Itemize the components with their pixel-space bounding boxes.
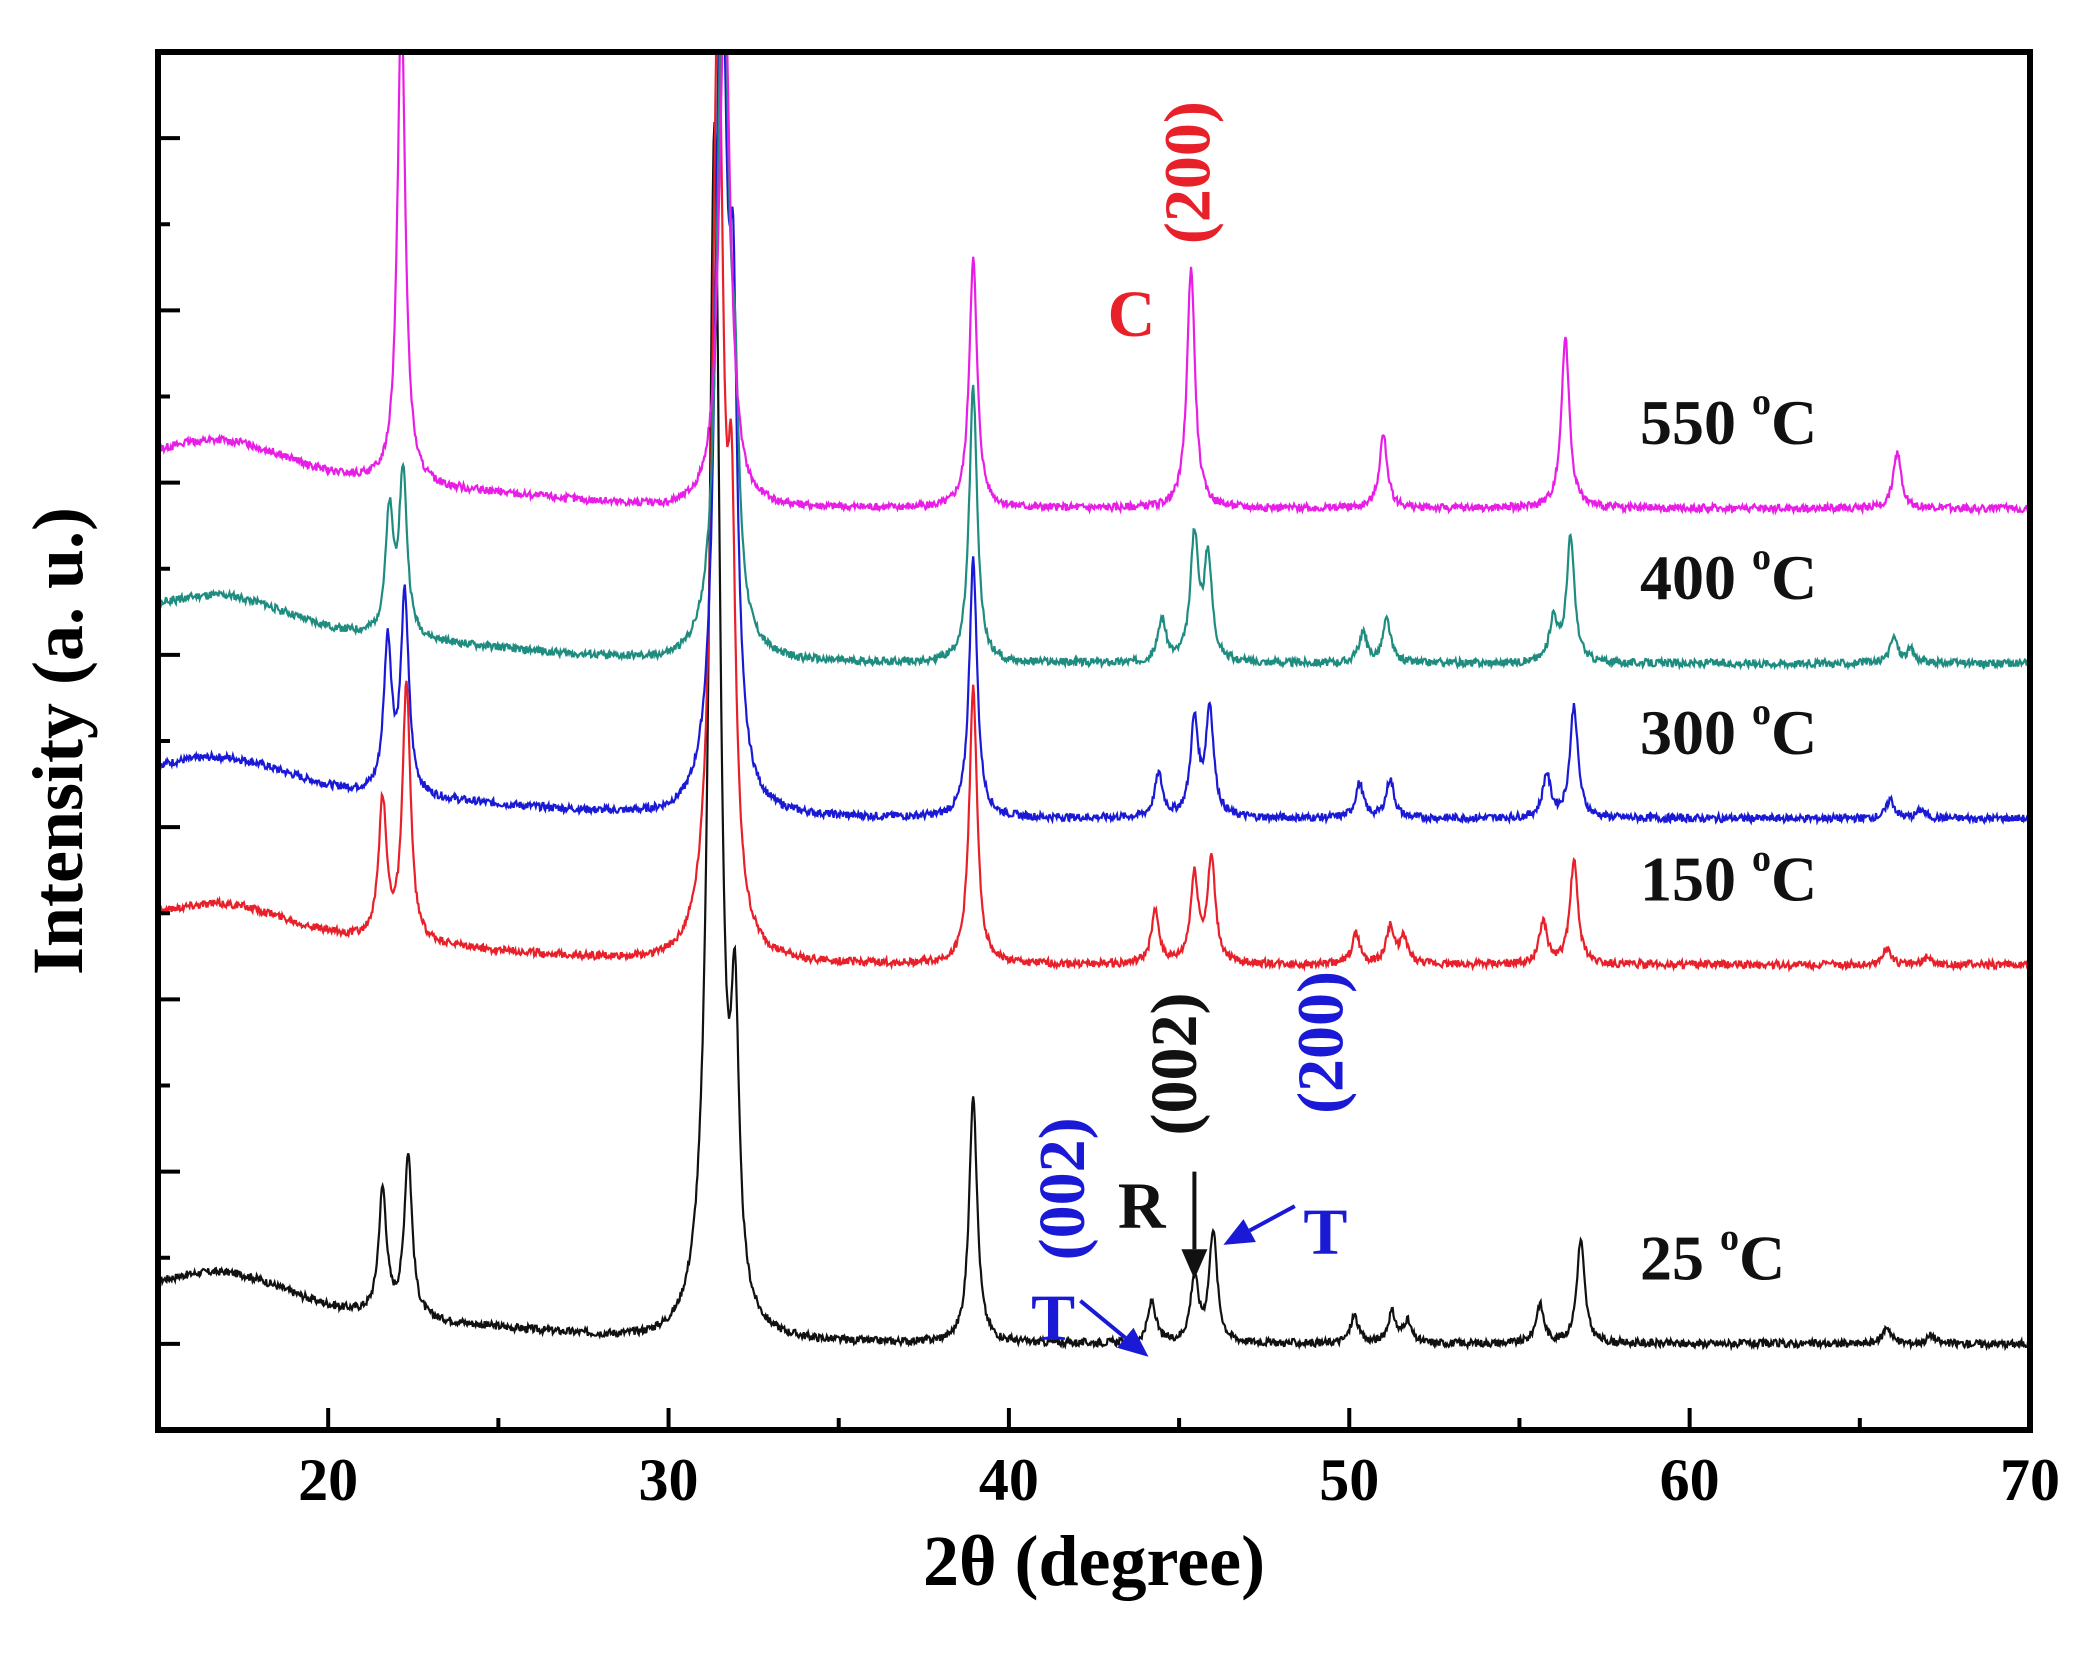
series-label-400: 400 oC [1640,536,1817,613]
annotation-label-4: R [1118,1170,1167,1243]
annotation-label-6: T [1303,1195,1347,1268]
x-tick-label-20: 20 [298,1447,358,1513]
annotation-arrowhead [1117,1327,1149,1357]
series-line-400 [158,52,2030,671]
annotation-label-1: (200) [1152,101,1225,244]
annotation-arrow [1079,1299,1127,1340]
x-axis-title: 2θ (degree) [923,1521,1265,1601]
y-axis-ticks [158,136,180,1346]
series-label-300: 300 oC [1640,691,1817,768]
y-axis-title: Intensity (a. u.) [18,507,98,975]
peak-annotations: C (200) T (002) R (002) T (200) [1026,101,1357,1357]
plot-frame [155,49,2033,1433]
series-label-550: 550 oC [1640,381,1817,458]
x-tick-label-50: 50 [1319,1447,1379,1513]
series-layer [158,52,2030,1352]
x-tick-label-60: 60 [1660,1447,1720,1513]
annotation-label-7: (200) [1284,971,1357,1114]
series-line-550 [158,52,2030,517]
x-tick-label-40: 40 [979,1447,1039,1513]
annotation-label-5: (002) [1138,992,1211,1135]
series-label-25: 25 oC [1640,1216,1785,1293]
series-line-300 [158,52,2030,826]
x-tick-label-30: 30 [639,1447,699,1513]
x-tick-label-70: 70 [2000,1447,2060,1513]
annotation-label-2: T [1031,1282,1075,1355]
annotation-arrowhead [1181,1249,1208,1280]
series-line-150 [158,52,2030,973]
annotation-arrowhead [1223,1219,1256,1245]
annotation-label-0: C [1108,278,1156,351]
annotation-arrow [1248,1204,1296,1233]
annotation-label-3: (002) [1026,1117,1099,1260]
series-line-25 [158,121,2030,1352]
series-label-150: 150 oC [1640,837,1817,914]
x-axis-ticks: 20 30 40 50 60 70 [156,1408,2060,1513]
series-labels: 25 oC 150 oC 300 oC 400 oC 550 oC [1640,381,1817,1293]
